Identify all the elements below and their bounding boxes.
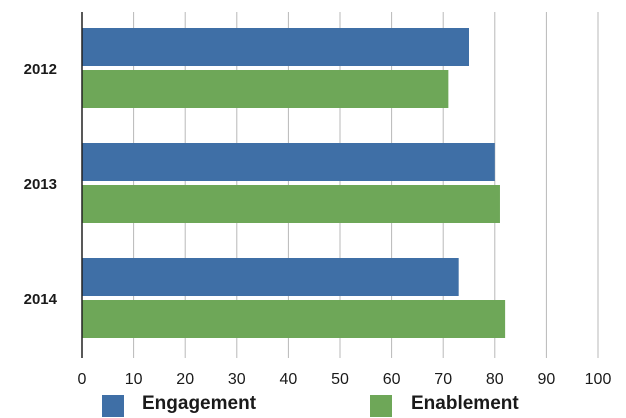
bar-enablement-2012 xyxy=(82,70,449,108)
bar-chart: 2012 2013 2014 0 10 20 30 40 50 60 70 80 90 100 xyxy=(24,12,612,388)
category-label: 2014 xyxy=(24,291,58,308)
legend-label-engagement: Engagement xyxy=(142,393,257,414)
category-label: 2013 xyxy=(24,176,57,193)
category-label: 2012 xyxy=(24,61,57,78)
x-tick-label: 80 xyxy=(486,371,504,388)
bar-engagement-2014 xyxy=(82,258,459,296)
x-tick-label: 70 xyxy=(434,371,452,388)
x-tick-label: 40 xyxy=(280,371,298,388)
category-labels: 2012 2013 2014 xyxy=(24,61,58,308)
legend: Engagement Enablement xyxy=(0,392,626,418)
x-tick-label: 90 xyxy=(538,371,556,388)
x-tick-label: 100 xyxy=(585,371,612,388)
x-tick-label: 10 xyxy=(125,371,143,388)
legend-swatch-enablement xyxy=(370,395,392,417)
legend-label-enablement: Enablement xyxy=(411,393,519,414)
x-tick-label: 50 xyxy=(331,371,349,388)
legend-swatch-engagement xyxy=(102,395,124,417)
x-tick-label: 0 xyxy=(78,371,87,388)
tick-labels: 0 10 20 30 40 50 60 70 80 90 100 xyxy=(78,371,612,388)
x-tick-label: 60 xyxy=(383,371,401,388)
bar-engagement-2012 xyxy=(82,28,469,66)
bar-engagement-2013 xyxy=(82,143,495,181)
bar-enablement-2013 xyxy=(82,185,500,223)
bars xyxy=(82,28,506,338)
x-tick-label: 20 xyxy=(176,371,194,388)
bar-enablement-2014 xyxy=(82,300,506,338)
x-tick-label: 30 xyxy=(228,371,246,388)
